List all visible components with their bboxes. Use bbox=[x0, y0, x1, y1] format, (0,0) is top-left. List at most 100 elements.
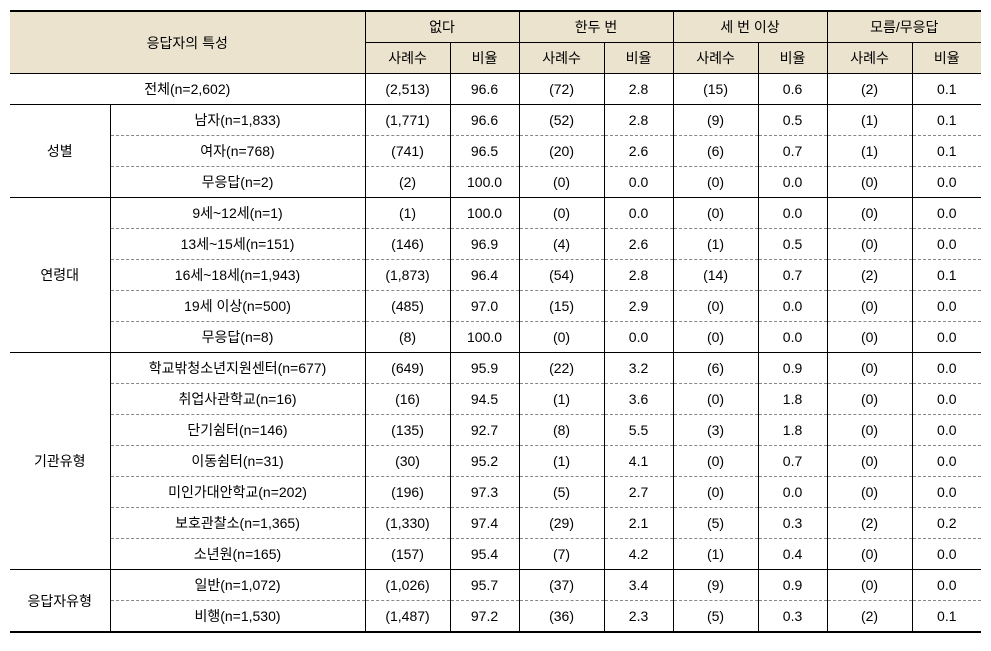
data-cell: 96.9 bbox=[450, 229, 519, 260]
row-label: 취업사관학교(n=16) bbox=[110, 384, 365, 415]
data-cell: (0) bbox=[827, 415, 912, 446]
row-label: 무응답(n=8) bbox=[110, 322, 365, 353]
data-cell: (2) bbox=[827, 601, 912, 633]
data-cell: 96.6 bbox=[450, 105, 519, 136]
data-cell: 2.8 bbox=[604, 105, 673, 136]
table-row: 무응답(n=2)(2)100.0(0)0.0(0)0.0(0)0.0 bbox=[10, 167, 981, 198]
data-cell: (20) bbox=[519, 136, 604, 167]
table-row: 성별남자(n=1,833)(1,771)96.6(52)2.8(9)0.5(1)… bbox=[10, 105, 981, 136]
data-cell: 0.5 bbox=[758, 105, 827, 136]
data-cell: 96.5 bbox=[450, 136, 519, 167]
header-sub-rate-0: 비율 bbox=[450, 43, 519, 74]
data-cell: 95.7 bbox=[450, 570, 519, 601]
data-cell: 95.2 bbox=[450, 446, 519, 477]
data-cell: 3.4 bbox=[604, 570, 673, 601]
row-label: 여자(n=768) bbox=[110, 136, 365, 167]
data-cell: (0) bbox=[827, 384, 912, 415]
data-cell: (5) bbox=[673, 601, 758, 633]
header-group-3: 모름/무응답 bbox=[827, 11, 981, 43]
data-cell: (1) bbox=[519, 446, 604, 477]
category-label: 성별 bbox=[10, 105, 110, 198]
data-cell: (135) bbox=[365, 415, 450, 446]
data-cell: 0.4 bbox=[758, 539, 827, 570]
data-cell: 4.1 bbox=[604, 446, 673, 477]
table-row: 16세~18세(n=1,943)(1,873)96.4(54)2.8(14)0.… bbox=[10, 260, 981, 291]
table-row: 단기쉼터(n=146)(135)92.7(8)5.5(3)1.8(0)0.0 bbox=[10, 415, 981, 446]
row-label: 19세 이상(n=500) bbox=[110, 291, 365, 322]
data-cell: 0.2 bbox=[912, 508, 981, 539]
row-label: 소년원(n=165) bbox=[110, 539, 365, 570]
header-sub-count-0: 사례수 bbox=[365, 43, 450, 74]
data-cell: (5) bbox=[673, 508, 758, 539]
data-cell: (7) bbox=[519, 539, 604, 570]
data-cell: (5) bbox=[519, 477, 604, 508]
row-label: 9세~12세(n=1) bbox=[110, 198, 365, 229]
header-sub-count-3: 사례수 bbox=[827, 43, 912, 74]
data-cell: 0.0 bbox=[758, 167, 827, 198]
data-cell: (0) bbox=[673, 291, 758, 322]
table-row: 13세~15세(n=151)(146)96.9(4)2.6(1)0.5(0)0.… bbox=[10, 229, 981, 260]
data-cell: (649) bbox=[365, 353, 450, 384]
data-cell: (1) bbox=[365, 198, 450, 229]
total-row: 전체(n=2,602)(2,513)96.6(72)2.8(15)0.6(2)0… bbox=[10, 74, 981, 105]
category-label: 기관유형 bbox=[10, 353, 110, 570]
table-row: 보호관찰소(n=1,365)(1,330)97.4(29)2.1(5)0.3(2… bbox=[10, 508, 981, 539]
data-cell: (8) bbox=[365, 322, 450, 353]
data-cell: 97.0 bbox=[450, 291, 519, 322]
data-cell: 0.0 bbox=[912, 291, 981, 322]
data-cell: 1.8 bbox=[758, 415, 827, 446]
table-row: 취업사관학교(n=16)(16)94.5(1)3.6(0)1.8(0)0.0 bbox=[10, 384, 981, 415]
data-cell: 92.7 bbox=[450, 415, 519, 446]
header-sub-rate-3: 비율 bbox=[912, 43, 981, 74]
data-cell: (0) bbox=[673, 384, 758, 415]
data-cell: 2.3 bbox=[604, 601, 673, 633]
total-label: 전체(n=2,602) bbox=[10, 74, 365, 105]
table-row: 비행(n=1,530)(1,487)97.2(36)2.3(5)0.3(2)0.… bbox=[10, 601, 981, 633]
data-cell: 0.0 bbox=[912, 167, 981, 198]
table-row: 여자(n=768)(741)96.5(20)2.6(6)0.7(1)0.1 bbox=[10, 136, 981, 167]
header-main: 응답자의 특성 bbox=[10, 11, 365, 74]
row-label: 16세~18세(n=1,943) bbox=[110, 260, 365, 291]
data-cell: 2.6 bbox=[604, 136, 673, 167]
data-cell: 0.3 bbox=[758, 508, 827, 539]
data-cell: (54) bbox=[519, 260, 604, 291]
header-group-2: 세 번 이상 bbox=[673, 11, 827, 43]
data-cell: (0) bbox=[827, 353, 912, 384]
data-cell: 0.1 bbox=[912, 136, 981, 167]
data-cell: 2.9 bbox=[604, 291, 673, 322]
data-cell: (0) bbox=[827, 539, 912, 570]
data-cell: 2.8 bbox=[604, 74, 673, 105]
data-cell: 0.0 bbox=[758, 291, 827, 322]
row-label: 남자(n=1,833) bbox=[110, 105, 365, 136]
data-cell: (0) bbox=[673, 322, 758, 353]
data-cell: (146) bbox=[365, 229, 450, 260]
data-cell: (2) bbox=[365, 167, 450, 198]
data-cell: 2.8 bbox=[604, 260, 673, 291]
data-cell: 0.0 bbox=[758, 477, 827, 508]
category-label: 연령대 bbox=[10, 198, 110, 353]
data-cell: 97.2 bbox=[450, 601, 519, 633]
data-cell: 0.7 bbox=[758, 260, 827, 291]
data-cell: (2) bbox=[827, 260, 912, 291]
data-cell: (0) bbox=[827, 477, 912, 508]
data-cell: 0.0 bbox=[912, 353, 981, 384]
data-cell: 95.4 bbox=[450, 539, 519, 570]
data-cell: (0) bbox=[519, 198, 604, 229]
data-cell: 0.1 bbox=[912, 601, 981, 633]
data-cell: (2) bbox=[827, 74, 912, 105]
data-cell: (1) bbox=[673, 229, 758, 260]
data-cell: 0.0 bbox=[758, 322, 827, 353]
data-cell: 0.0 bbox=[912, 539, 981, 570]
data-cell: 0.0 bbox=[604, 198, 673, 229]
data-cell: 0.6 bbox=[758, 74, 827, 105]
data-cell: (37) bbox=[519, 570, 604, 601]
data-table: 응답자의 특성 없다 한두 번 세 번 이상 모름/무응답 사례수 비율 사례수… bbox=[10, 10, 981, 633]
header-sub-rate-1: 비율 bbox=[604, 43, 673, 74]
data-cell: 1.8 bbox=[758, 384, 827, 415]
data-cell: (9) bbox=[673, 570, 758, 601]
data-cell: 100.0 bbox=[450, 322, 519, 353]
data-cell: 0.0 bbox=[912, 198, 981, 229]
data-cell: 2.6 bbox=[604, 229, 673, 260]
data-cell: (1) bbox=[827, 105, 912, 136]
table-body: 전체(n=2,602)(2,513)96.6(72)2.8(15)0.6(2)0… bbox=[10, 74, 981, 633]
